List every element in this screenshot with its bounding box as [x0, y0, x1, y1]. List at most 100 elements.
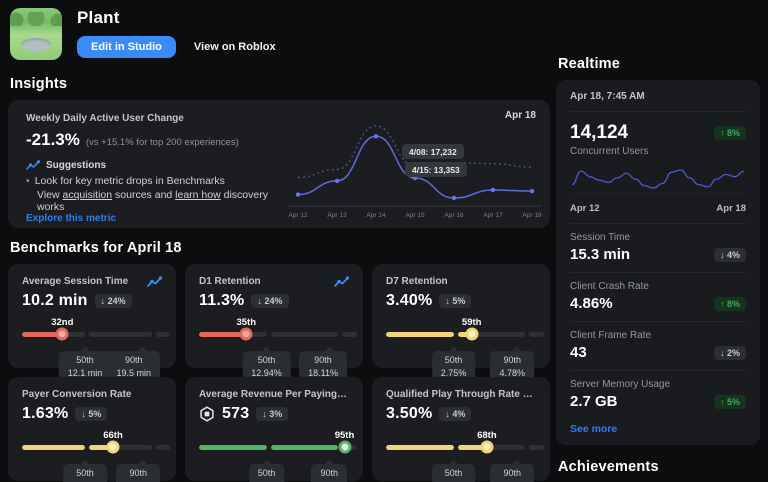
tooltip-value: 130: [258, 480, 276, 482]
benchmark-card[interactable]: Average Session Time 10.2 min ↓ 24% 32nd 50t…: [8, 264, 176, 383]
concurrent-users-badge: ↑ 8%: [713, 126, 746, 140]
benchmark-value: 3.40%: [386, 292, 433, 309]
tooltip-value: 2.75%: [440, 367, 467, 378]
tooltip-value: 3.01%: [441, 480, 467, 482]
tooltip-value: 12.1 min: [67, 367, 103, 378]
concurrent-users-label: Concurrent Users: [570, 146, 649, 157]
benchmark-value: 3.50%: [386, 405, 433, 422]
insights-heading: Insights: [10, 76, 68, 92]
percentile-slider[interactable]: 32nd: [22, 317, 170, 341]
explore-metric-link[interactable]: Explore this metric: [26, 213, 117, 224]
realtime-metric-row: 2.7 GB ↑ 5%: [570, 393, 746, 410]
realtime-metric-row: 4.86% ↑ 8%: [570, 295, 746, 312]
range-start: Apr 12: [570, 203, 600, 214]
learn-how-link[interactable]: learn how: [175, 189, 221, 201]
realtime-range: Apr 12 Apr 18: [570, 196, 746, 224]
percentile-slider[interactable]: 35th: [199, 317, 357, 341]
trend-insight-icon[interactable]: [334, 275, 349, 288]
benchmark-title-row: Average Session Time: [22, 275, 162, 288]
benchmark-value: 1.63%: [22, 405, 69, 422]
tooltip-value: 0.51%: [72, 480, 98, 482]
slider-segment: [22, 332, 85, 337]
percentile-dot[interactable]: [55, 327, 69, 341]
p50-tooltip: 50th 12.1 min: [58, 346, 112, 383]
svg-text:Apr 17: Apr 17: [483, 212, 503, 219]
tooltip-percentile: 50th: [257, 468, 276, 478]
benchmark-tooltips: 50th 2.75% 90th 4.78%: [386, 346, 536, 383]
tooltip-value: 4.78%: [499, 367, 525, 378]
realtime-metric-row: 43 ↓ 2%: [570, 344, 746, 361]
insights-metric-title: Weekly Daily Active User Change: [26, 113, 184, 124]
benchmark-title: Average Session Time: [22, 276, 129, 287]
realtime-metric-value: 2.7 GB: [570, 393, 618, 410]
tooltip-value: 5.80%: [499, 480, 525, 482]
realtime-timestamp: Apr 18, 7:45 AM: [570, 91, 746, 112]
insights-card: Weekly Daily Active User Change -21.3% (…: [8, 100, 550, 228]
slider-fill: [457, 445, 488, 450]
game-header-text: Plant Edit in Studio View on Roblox: [77, 8, 276, 60]
view-on-roblox-button[interactable]: View on Roblox: [193, 41, 276, 53]
slider-fill: [199, 445, 267, 450]
percentile-slider[interactable]: 66th: [22, 430, 170, 454]
benchmark-badge: ↓ 5%: [439, 294, 472, 308]
tooltip-value: 504: [320, 480, 338, 482]
percentile-dot[interactable]: [338, 440, 351, 454]
trend-insight-icon[interactable]: [147, 275, 162, 288]
benchmark-tooltips: 50th 12.1 min 90th 19.5 min: [22, 346, 162, 383]
benchmark-card[interactable]: D7 Retention 3.40% ↓ 5% 59th 50th 2.75% 90th 4.…: [372, 264, 550, 383]
benchmark-value-row: 3.40% ↓ 5%: [386, 292, 536, 310]
acquisition-link[interactable]: acquisition: [62, 189, 113, 201]
benchmark-badge: ↓ 24%: [251, 294, 289, 308]
suggestions-label: Suggestions: [46, 160, 107, 171]
percentile-dot[interactable]: [239, 327, 253, 341]
insights-info: Weekly Daily Active User Change -21.3% (…: [8, 100, 282, 228]
game-thumbnail[interactable]: [10, 8, 62, 60]
benchmark-value-row: 10.2 min ↓ 24%: [22, 292, 162, 310]
range-end: Apr 18: [716, 203, 746, 214]
percentile-slider[interactable]: 68th: [386, 430, 544, 454]
chart-tooltip-2: 4/15: 13,353: [405, 162, 467, 177]
see-more-link[interactable]: See more: [570, 423, 618, 435]
percentile-slider[interactable]: 95th: [199, 430, 357, 454]
p50-tooltip: 50th 3.01%: [431, 459, 476, 482]
edit-in-studio-button[interactable]: Edit in Studio: [77, 36, 176, 58]
p90-tooltip: 90th 1.83%: [116, 459, 160, 482]
realtime-metric-value: 4.86%: [570, 295, 613, 312]
tooltip-value: 19.5 min: [116, 367, 151, 378]
tooltip-percentile: 50th: [444, 468, 463, 478]
realtime-metric-badge: ↓ 4%: [713, 247, 746, 262]
percentile-label: 35th: [236, 317, 257, 328]
benchmark-value-row: 573 ↓ 3%: [199, 405, 349, 423]
weekly-dau-chart[interactable]: Apr 12 Apr 13 Apr 14 Apr 15 Apr 16 Apr 17 Apr …: [284, 118, 546, 222]
benchmark-card[interactable]: Qualified Play Through Rate for … 3.50% ↓ …: [372, 377, 550, 482]
slider-segment: [457, 332, 525, 337]
benchmark-card[interactable]: D1 Retention 11.3% ↓ 24% 35th 50th 12.94% 90th…: [185, 264, 363, 383]
tooltip-percentile: 50th: [76, 355, 94, 365]
slider-segment: [529, 445, 544, 450]
benchmark-value-row: 1.63% ↓ 5%: [22, 405, 162, 423]
realtime-metric-row: 15.3 min ↓ 4%: [570, 246, 746, 263]
realtime-metric-label: Session Time: [570, 232, 631, 243]
slider-segment: [386, 332, 454, 337]
concurrent-users-sparkline: [571, 169, 745, 194]
percentile-dot[interactable]: [480, 440, 494, 454]
percentile-label: 66th: [103, 430, 123, 441]
concurrent-users-row: 14,124 ↑ 8%: [570, 122, 746, 144]
slider-segment: [270, 332, 338, 337]
robux-icon: [200, 406, 214, 422]
realtime-metric-label: Client Crash Rate: [570, 281, 649, 292]
concurrent-users-value: 14,124: [570, 122, 629, 143]
p50-tooltip: 50th 130: [248, 459, 285, 482]
slider-segment: [156, 445, 170, 450]
benchmark-card[interactable]: Payer Conversion Rate 1.63% ↓ 5% 66th 50th 0.…: [8, 377, 176, 482]
percentile-dot[interactable]: [465, 327, 479, 341]
p90-tooltip: 90th 5.80%: [490, 459, 534, 482]
insights-value: -21.3%: [26, 130, 80, 149]
percentile-slider[interactable]: 59th: [386, 317, 544, 341]
benchmark-badge: ↓ 5%: [75, 407, 108, 421]
slider-segment: [342, 332, 357, 337]
benchmark-card[interactable]: Average Revenue Per Paying User 573 ↓ 3% 95…: [185, 377, 363, 482]
percentile-dot[interactable]: [106, 440, 120, 454]
benchmarks-grid: Average Session Time 10.2 min ↓ 24% 32nd 50t…: [8, 264, 550, 482]
